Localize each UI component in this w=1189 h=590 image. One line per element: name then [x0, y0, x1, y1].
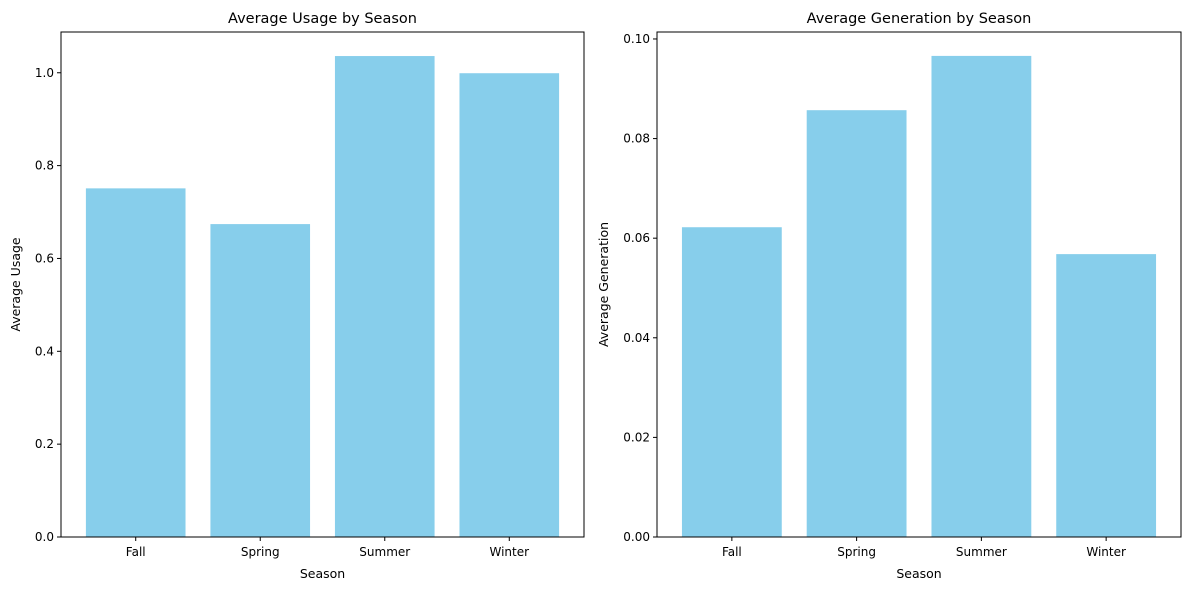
usage-y-tick-label: 1.0 [35, 66, 54, 80]
usage-bar-fall [85, 188, 186, 538]
usage-y-tick-label: 0.0 [35, 530, 54, 544]
usage-bars [85, 56, 560, 538]
usage-bar-summer [334, 56, 435, 538]
usage-chart-title: Average Usage by Season [228, 11, 417, 27]
usage-y-tick-label: 0.8 [35, 159, 54, 173]
usage-y-tick-label: 0.2 [35, 437, 54, 451]
generation-y-tick-label: 0.00 [623, 530, 650, 544]
generation-y-tick-label: 0.04 [623, 331, 650, 345]
generation-bar-winter [1056, 254, 1157, 537]
usage-bar-winter [459, 73, 560, 537]
usage-x-tick-label-fall: Fall [126, 545, 146, 559]
generation-bar-spring [806, 110, 907, 537]
usage-x-tick-label-winter: Winter [490, 545, 530, 559]
generation-y-tick-label: 0.02 [623, 430, 650, 444]
usage-bar-spring [210, 224, 311, 537]
usage-chart: Average Usage by Season Fall Spring Summer… [8, 11, 585, 581]
generation-x-tick-label-summer: Summer [956, 545, 1007, 559]
generation-y-tick-label: 0.10 [623, 32, 650, 46]
usage-y-axis-label: Average Usage [8, 237, 23, 332]
generation-y-axis-label: Average Generation [596, 222, 611, 347]
usage-plot-frame [60, 31, 585, 538]
generation-x-tick-label-fall: Fall [722, 545, 742, 559]
generation-bars [681, 55, 1157, 538]
usage-y-tick-label: 0.4 [35, 344, 54, 358]
generation-x-tick-label-winter: Winter [1086, 545, 1126, 559]
generation-x-ticks: Fall Spring Summer Winter [722, 537, 1126, 559]
usage-x-axis-label: Season [300, 566, 345, 581]
generation-chart-title: Average Generation by Season [807, 11, 1032, 27]
generation-y-ticks: 0.00 0.02 0.04 0.06 0.08 0.10 [623, 32, 657, 544]
generation-bar-fall [681, 227, 782, 538]
generation-x-tick-label-spring: Spring [837, 545, 876, 559]
usage-y-tick-label: 0.6 [35, 251, 54, 265]
usage-x-tick-label-summer: Summer [359, 545, 410, 559]
usage-y-ticks: 0.0 0.2 0.4 0.6 0.8 1.0 [35, 66, 61, 544]
generation-y-tick-label: 0.06 [623, 231, 650, 245]
generation-bar-summer [931, 55, 1032, 537]
generation-x-axis-label: Season [896, 566, 941, 581]
generation-chart: Average Generation by Season Fall Spring S… [596, 11, 1182, 581]
usage-x-tick-label-spring: Spring [241, 545, 280, 559]
usage-x-ticks: Fall Spring Summer Winter [126, 537, 529, 559]
generation-y-tick-label: 0.08 [623, 132, 650, 146]
generation-plot-frame [656, 31, 1182, 538]
